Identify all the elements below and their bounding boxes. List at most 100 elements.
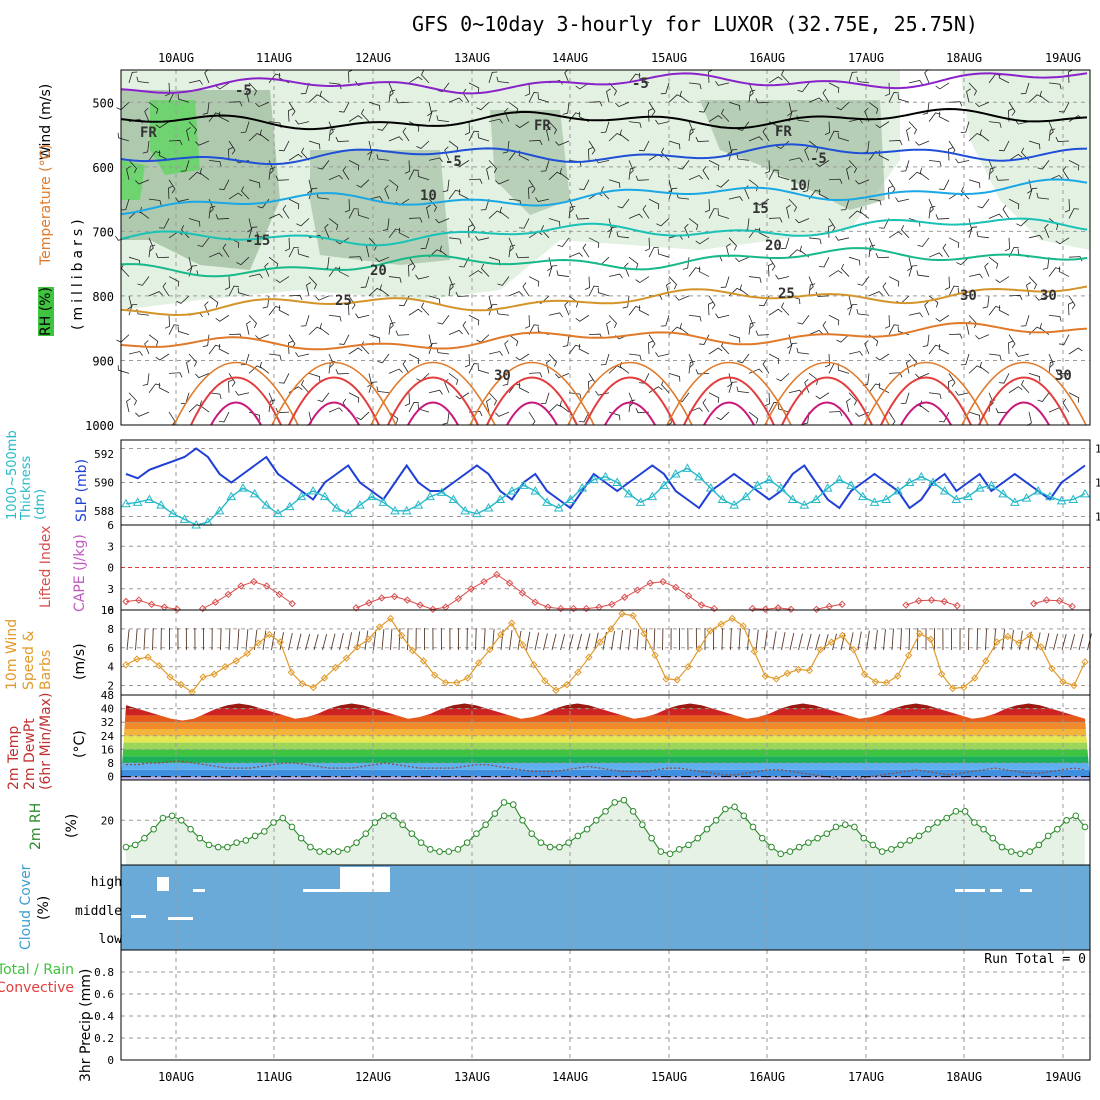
wind-barb: [808, 329, 823, 336]
wind10-point: [915, 629, 924, 638]
wind-barb: [360, 276, 370, 288]
wind-barb: [966, 88, 971, 103]
wind10-point: [199, 673, 207, 681]
wind-barb: [601, 186, 610, 200]
wind-barb: [622, 295, 630, 309]
wind-barb: [319, 90, 330, 103]
isotherm-label: 25: [335, 293, 352, 309]
wind-barb: [436, 347, 450, 355]
thickness-point: [624, 488, 634, 498]
rh2m-point: [159, 814, 167, 822]
wind-barb: [295, 352, 310, 357]
wind-barb: [176, 295, 190, 304]
wind-barb: [847, 295, 852, 310]
wind10-point: [353, 643, 362, 651]
wind-barb: [915, 140, 930, 146]
wind-barb: [488, 71, 498, 84]
wind-barb: [395, 330, 410, 336]
isotherm-35-lobe: [683, 376, 775, 426]
wind10-barb: [857, 631, 862, 651]
wind-barb: [495, 411, 510, 417]
rh-shade-mid-2: [310, 150, 450, 265]
wind-barb: [802, 179, 810, 193]
wind-barb: [897, 94, 910, 103]
wind-barb: [568, 205, 576, 219]
wind-barb: [428, 342, 438, 355]
wind-barb: [464, 121, 470, 136]
t2m-tick: 16: [101, 743, 114, 756]
li-point: [224, 590, 233, 599]
day-label-top: 18AUG: [946, 51, 982, 65]
rh2m-point: [473, 830, 480, 837]
wind-barb: [1048, 353, 1054, 368]
wind-barb: [181, 225, 190, 239]
wind-barb: [675, 295, 690, 301]
thickness-point: [401, 505, 412, 515]
wind-barb: [841, 263, 850, 277]
thickness-point: [249, 488, 260, 498]
thickness-point: [413, 500, 424, 509]
rh2m-point: [897, 841, 904, 849]
wind10-barb: [475, 628, 477, 651]
wind-barb: [995, 276, 1010, 284]
wind10-barb: [390, 628, 393, 651]
wind-barb: [968, 365, 982, 374]
wind-barb: [338, 266, 350, 277]
wind-barb: [477, 132, 490, 142]
wind10-barb: [407, 628, 409, 651]
wind-barb: [455, 160, 470, 167]
wind-barb: [488, 160, 497, 174]
thickness-point: [319, 491, 330, 501]
wind-barb: [415, 274, 430, 280]
wind-barb: [1008, 334, 1016, 349]
rh2m-point: [426, 846, 434, 853]
wind-barb: [648, 386, 663, 394]
rh2m-point: [592, 816, 600, 824]
day-label-bottom: 10AUG: [158, 1070, 194, 1084]
day-label-bottom: 12AUG: [355, 1070, 391, 1084]
wind-barb: [606, 88, 611, 103]
rh2m-point: [758, 834, 766, 842]
wind10-barb: [288, 632, 293, 651]
wind-barb: [218, 111, 230, 122]
li-line: [1033, 599, 1073, 607]
li-point: [275, 590, 284, 599]
wind-barb: [688, 121, 694, 136]
wind-barb: [1064, 199, 1070, 213]
isotherm-35-lobe: [288, 376, 380, 426]
wind-barb: [504, 340, 510, 355]
thickness-point: [951, 494, 962, 503]
upper-y-tick: 900: [92, 354, 114, 368]
li-point: [237, 582, 245, 590]
wind-barb: [186, 359, 191, 374]
wind10-barb: [152, 628, 154, 651]
wind-barb: [348, 256, 363, 262]
day-label-top: 17AUG: [848, 51, 884, 65]
wind-barb: [199, 400, 210, 413]
cloud-gap: [303, 889, 341, 892]
wind-barb: [837, 365, 850, 374]
wind-barb: [938, 111, 950, 122]
wind-barb: [1021, 380, 1030, 393]
thickness-point: [764, 474, 775, 484]
wind-barb: [960, 353, 970, 366]
wind-barb: [228, 146, 234, 161]
wind-barb: [906, 359, 911, 374]
wind-barb: [288, 108, 294, 122]
thickness-point: [553, 502, 564, 512]
wind-barb: [306, 282, 311, 296]
wind-barb: [164, 82, 170, 97]
wind-barb: [308, 140, 321, 150]
wind-barb: [1055, 369, 1070, 375]
rh2m-point: [768, 843, 775, 851]
wind-barb: [546, 359, 551, 374]
wind-barb: [297, 248, 310, 258]
wind-barb: [548, 121, 557, 135]
wind-barb: [275, 276, 290, 284]
rh2m-point: [1081, 823, 1089, 831]
wind-tick: 2: [107, 680, 114, 693]
wind-barb: [564, 301, 570, 316]
wind-barb: [328, 353, 334, 368]
rh2m-point: [841, 821, 849, 829]
